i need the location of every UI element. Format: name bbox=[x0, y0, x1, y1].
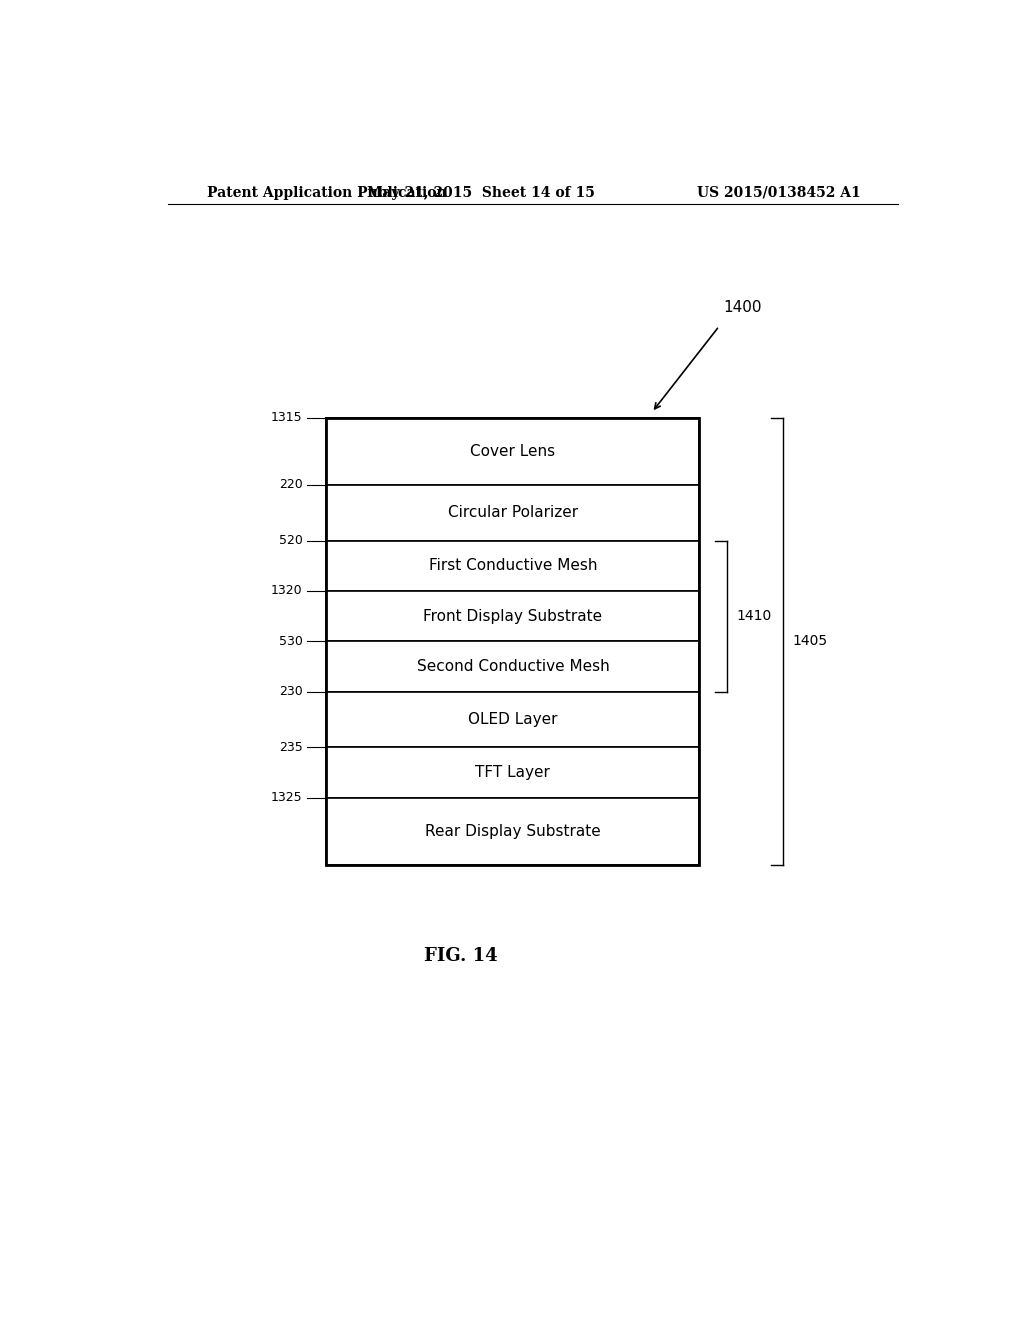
Bar bbox=[327, 797, 699, 865]
Bar bbox=[327, 747, 699, 797]
Bar bbox=[327, 417, 699, 484]
Text: May 21, 2015  Sheet 14 of 15: May 21, 2015 Sheet 14 of 15 bbox=[368, 186, 595, 199]
Text: First Conductive Mesh: First Conductive Mesh bbox=[429, 558, 597, 573]
Text: 520: 520 bbox=[279, 535, 303, 546]
Text: 1320: 1320 bbox=[271, 585, 303, 598]
Text: 1410: 1410 bbox=[736, 609, 772, 623]
Bar bbox=[327, 591, 699, 642]
Bar bbox=[327, 417, 699, 865]
Text: OLED Layer: OLED Layer bbox=[468, 711, 558, 727]
Text: Cover Lens: Cover Lens bbox=[470, 444, 555, 458]
Text: 1400: 1400 bbox=[723, 301, 762, 315]
Text: Circular Polarizer: Circular Polarizer bbox=[447, 506, 578, 520]
Text: Rear Display Substrate: Rear Display Substrate bbox=[425, 824, 601, 838]
Text: TFT Layer: TFT Layer bbox=[475, 766, 550, 780]
Text: 1325: 1325 bbox=[271, 791, 303, 804]
Text: Front Display Substrate: Front Display Substrate bbox=[423, 609, 602, 623]
Bar bbox=[327, 484, 699, 541]
Text: FIG. 14: FIG. 14 bbox=[425, 948, 498, 965]
Text: US 2015/0138452 A1: US 2015/0138452 A1 bbox=[697, 186, 860, 199]
Bar bbox=[327, 541, 699, 591]
Text: Patent Application Publication: Patent Application Publication bbox=[207, 186, 447, 199]
Bar bbox=[327, 642, 699, 692]
Text: 235: 235 bbox=[279, 741, 303, 754]
Bar bbox=[327, 692, 699, 747]
Text: 1315: 1315 bbox=[271, 411, 303, 424]
Text: 220: 220 bbox=[279, 478, 303, 491]
Text: 1405: 1405 bbox=[793, 634, 827, 648]
Text: 530: 530 bbox=[279, 635, 303, 648]
Text: 230: 230 bbox=[279, 685, 303, 698]
Text: Second Conductive Mesh: Second Conductive Mesh bbox=[417, 659, 609, 673]
